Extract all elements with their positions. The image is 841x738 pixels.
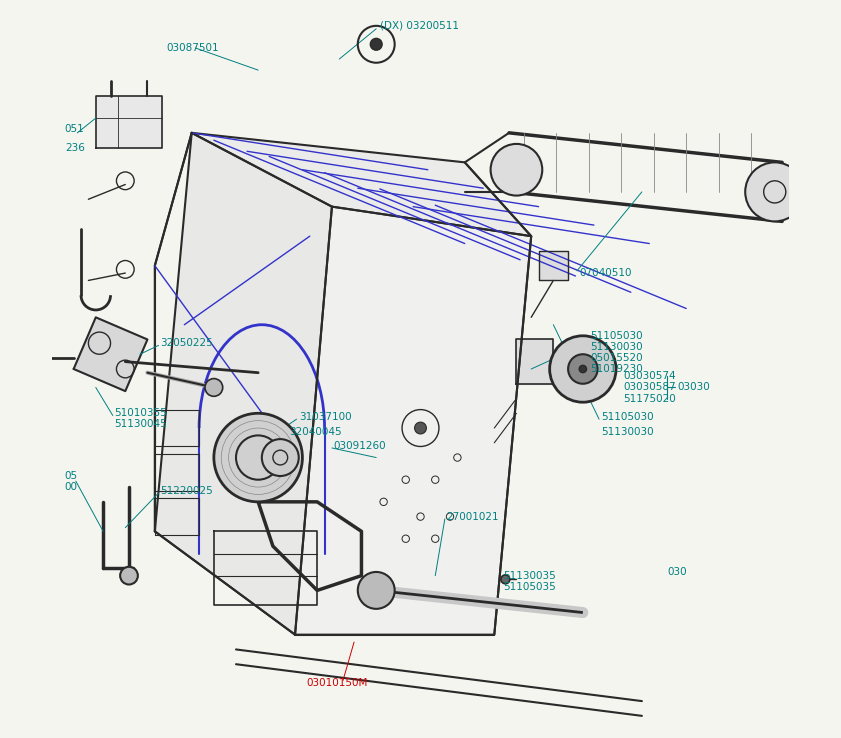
- Polygon shape: [192, 133, 532, 236]
- Circle shape: [579, 365, 586, 373]
- Text: 51130035: 51130035: [503, 570, 556, 581]
- Circle shape: [550, 336, 616, 402]
- Text: 03087501: 03087501: [166, 43, 219, 53]
- Text: 051: 051: [65, 124, 85, 134]
- Polygon shape: [538, 251, 569, 280]
- Text: 05: 05: [65, 471, 78, 481]
- Text: 32040045: 32040045: [289, 427, 341, 437]
- Text: 51130045: 51130045: [114, 419, 167, 430]
- Text: 51130030: 51130030: [590, 342, 643, 352]
- Text: 51105030: 51105030: [601, 412, 654, 422]
- Text: 51175020: 51175020: [623, 393, 676, 404]
- Circle shape: [569, 354, 598, 384]
- Text: 31037100: 31037100: [299, 412, 352, 422]
- Text: 51130030: 51130030: [601, 427, 654, 437]
- Polygon shape: [96, 96, 162, 148]
- Text: 51220025: 51220025: [160, 486, 213, 496]
- Text: 03091260: 03091260: [333, 441, 386, 452]
- Text: 27001021: 27001021: [447, 511, 499, 522]
- Text: 03030: 03030: [677, 382, 710, 393]
- Text: 51105035: 51105035: [503, 582, 556, 592]
- Text: (DX) 03200511: (DX) 03200511: [380, 21, 459, 31]
- Text: 03010150M: 03010150M: [306, 677, 368, 688]
- Circle shape: [120, 567, 138, 584]
- Text: 03030574: 03030574: [623, 371, 676, 382]
- Text: 03030587: 03030587: [623, 382, 676, 393]
- Text: 51019230: 51019230: [590, 364, 643, 374]
- Text: 32050225: 32050225: [160, 338, 213, 348]
- Polygon shape: [295, 207, 532, 635]
- Circle shape: [262, 439, 299, 476]
- Text: 51010355: 51010355: [114, 408, 167, 418]
- Circle shape: [357, 572, 394, 609]
- Circle shape: [490, 144, 542, 196]
- Circle shape: [745, 162, 804, 221]
- Polygon shape: [516, 339, 553, 384]
- Text: 236: 236: [65, 142, 85, 153]
- Circle shape: [205, 379, 223, 396]
- Circle shape: [415, 422, 426, 434]
- Text: 05015520: 05015520: [590, 353, 643, 363]
- Text: 51105030: 51105030: [590, 331, 643, 341]
- Text: 07040510: 07040510: [579, 268, 632, 278]
- Circle shape: [370, 38, 382, 50]
- Text: 00: 00: [65, 482, 77, 492]
- Text: 030: 030: [668, 567, 687, 577]
- Polygon shape: [74, 317, 147, 391]
- Circle shape: [214, 413, 303, 502]
- Circle shape: [501, 575, 510, 584]
- Polygon shape: [155, 133, 332, 635]
